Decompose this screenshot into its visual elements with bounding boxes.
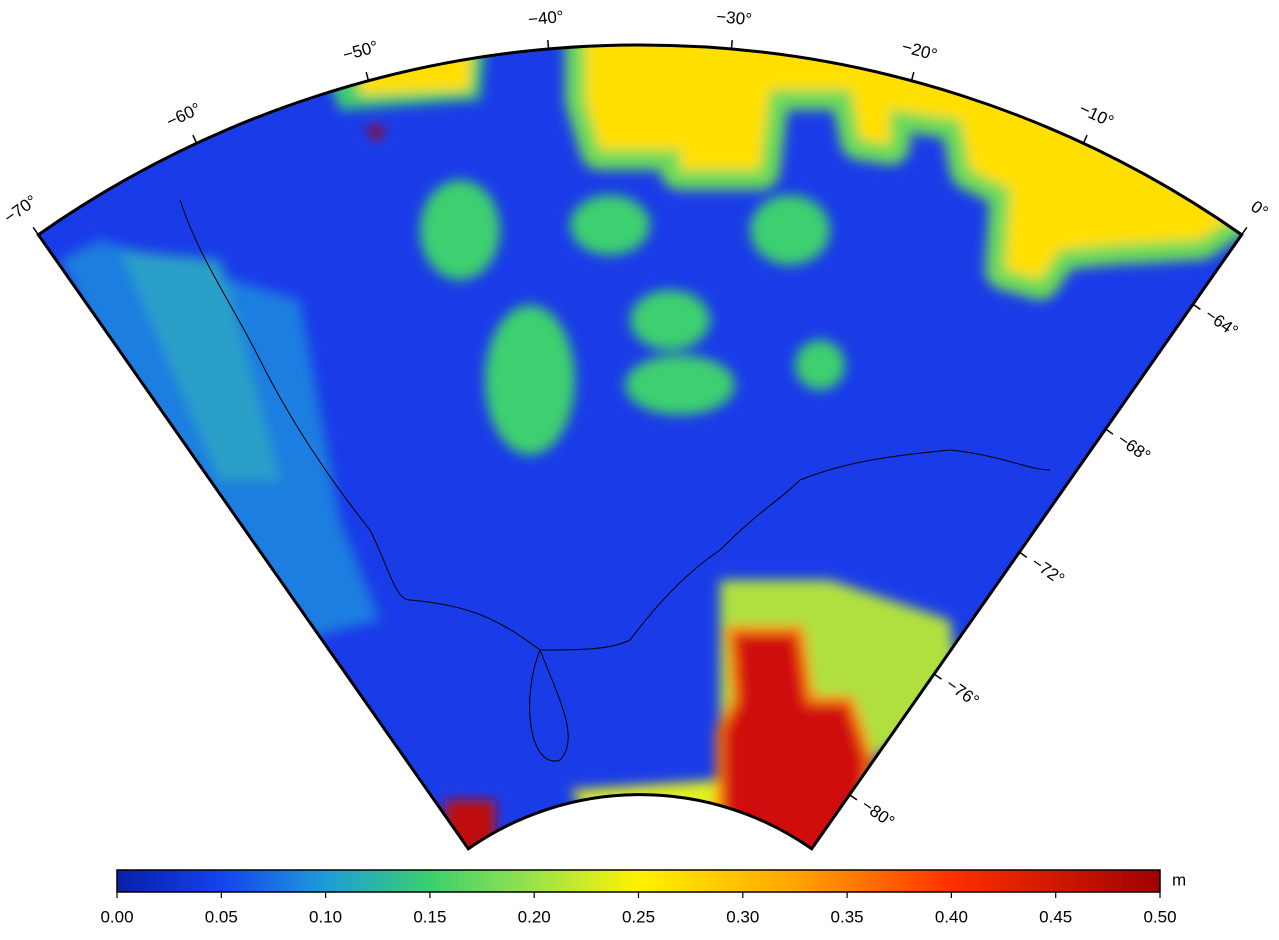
colorbar-tick-label: 0.30 [726,907,759,926]
lon-tick-label: −70° [0,191,40,227]
lat-tick-label: −80° [858,795,898,831]
colorbar-tick-label: 0.40 [935,907,968,926]
lon-tick [366,72,368,81]
lat-tick [1106,429,1113,434]
lon-tick-label: 0° [1247,197,1271,222]
lon-tick [548,40,549,49]
lon-tick [1242,227,1247,234]
lon-tick-label: −50° [341,37,380,65]
colorbar [117,870,1160,892]
lon-tick [33,227,38,234]
colorbar-unit: m [1172,870,1186,889]
lon-tick-label: −60° [163,99,203,131]
colorbar-tick-label: 0.35 [831,907,864,926]
lat-tick-label: −68° [1114,430,1154,466]
colorbar-tick-label: 0.20 [518,907,551,926]
colorbar-tick-label: 0.25 [622,907,655,926]
colorbar-tick-label: 0.15 [413,907,446,926]
lat-tick [1019,552,1026,557]
colorbar-tick-label: 0.10 [309,907,342,926]
lon-tick [912,72,914,81]
lon-tick [1083,135,1087,143]
colorbar-tick-label: 0.00 [100,907,133,926]
lat-tick [1193,304,1200,309]
colorbar-tick-label: 0.05 [205,907,238,926]
lat-tick-label: −64° [1201,305,1241,341]
lat-tick [934,674,941,679]
colorbar-tick-label: 0.50 [1143,907,1176,926]
lat-tick [850,795,857,800]
lat-tick-label: −72° [1028,553,1068,589]
lon-tick-label: −10° [1076,99,1116,131]
grid-image [0,0,1279,940]
lon-tick [731,40,732,49]
lon-tick-label: −40° [527,7,564,29]
map-figure: m −70° −60° −50° −40° −30° −20° −10° 0° −64° −68°… [0,0,1279,940]
lat-tick-label: −76° [943,675,983,711]
lon-tick-label: −30° [716,7,753,29]
lon-tick [193,135,197,143]
lon-tick-label: −20° [900,37,939,65]
colorbar-tick-label: 0.45 [1039,907,1072,926]
